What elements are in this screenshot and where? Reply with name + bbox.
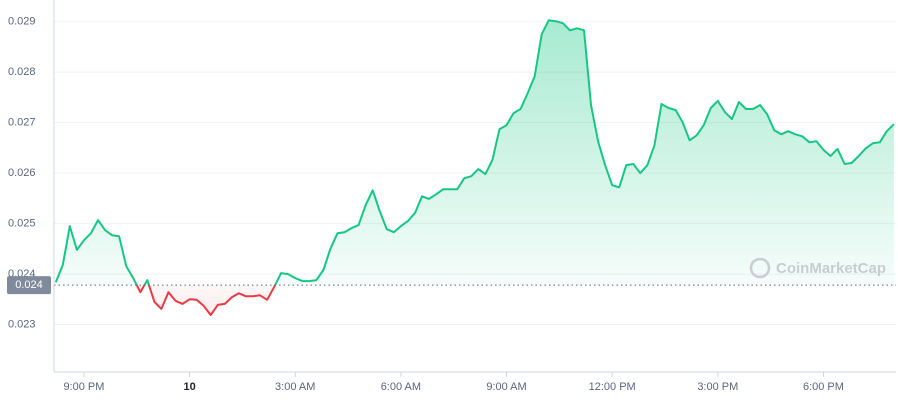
plot [54,19,896,316]
y-tick-label: 0.028 [8,66,36,78]
x-tick-label: 9:00 PM [63,381,104,393]
x-tick-label: 12:00 PM [589,381,636,393]
watermark-logo [749,257,771,279]
watermark-text: CoinMarketCap [776,260,886,277]
y-tick-label: 0.029 [8,16,36,28]
reference-label-box [7,276,51,295]
area-fill [55,20,894,315]
x-tick-label: 3:00 PM [697,381,738,393]
y-tick-label: 0.027 [8,117,36,129]
watermark: CoinMarketCap [749,257,886,279]
y-tick-label: 0.026 [8,167,36,179]
x-tick-label: 6:00 PM [803,381,844,393]
axes: 0.023 0.024 0.025 0.026 0.027 0.028 0.029 9:00 … [7,0,896,393]
reference-label: 0.024 [15,279,43,291]
x-tick-label: 10 [183,381,195,393]
price-line [54,19,895,316]
y-tick-label: 0.025 [8,218,36,230]
x-tick-label: 3:00 AM [275,381,315,393]
x-tick-label: 9:00 AM [486,381,526,393]
y-tick-label: 0.023 [8,318,36,330]
x-tick-label: 6:00 AM [381,381,421,393]
